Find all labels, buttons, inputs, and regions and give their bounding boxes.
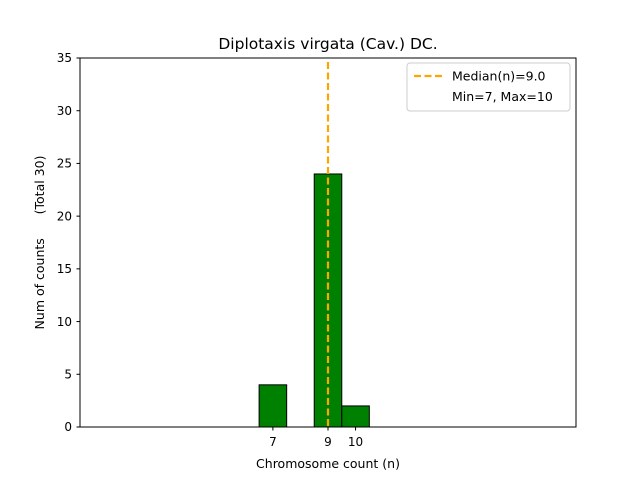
x-ticks: 7 9 10: [269, 427, 363, 449]
bar-9: [313, 173, 343, 428]
legend-entry-minmax: Min=7, Max=10: [452, 89, 553, 104]
y-tick-label-35: 35: [57, 51, 72, 65]
y-tick-label-30: 30: [57, 104, 72, 118]
x-tick-label-9: 9: [324, 435, 332, 449]
y-axis-label: Num of counts (Total 30): [32, 156, 47, 330]
y-tick-label-20: 20: [57, 209, 72, 223]
legend-box: [406, 62, 571, 112]
x-axis-label: Chromosome count (n): [256, 456, 400, 471]
y-tick-label-25: 25: [57, 157, 72, 171]
y-tick-label-5: 5: [64, 367, 72, 381]
chart-title: Diplotaxis virgata (Cav.) DC.: [218, 35, 437, 53]
y-ticks: 0 5 10 15 20 25 30 35: [57, 51, 80, 434]
x-tick-label-7: 7: [269, 435, 277, 449]
legend: Median(n)=9.0 Min=7, Max=10: [406, 62, 571, 112]
bar-10: [341, 405, 370, 428]
bars-layer: [258, 173, 370, 428]
y-tick-label-0: 0: [64, 420, 72, 434]
legend-entry-median: Median(n)=9.0: [452, 69, 546, 84]
y-tick-label-10: 10: [57, 315, 72, 329]
x-tick-label-10: 10: [348, 435, 363, 449]
bar-7: [258, 384, 288, 428]
y-tick-label-15: 15: [57, 262, 72, 276]
